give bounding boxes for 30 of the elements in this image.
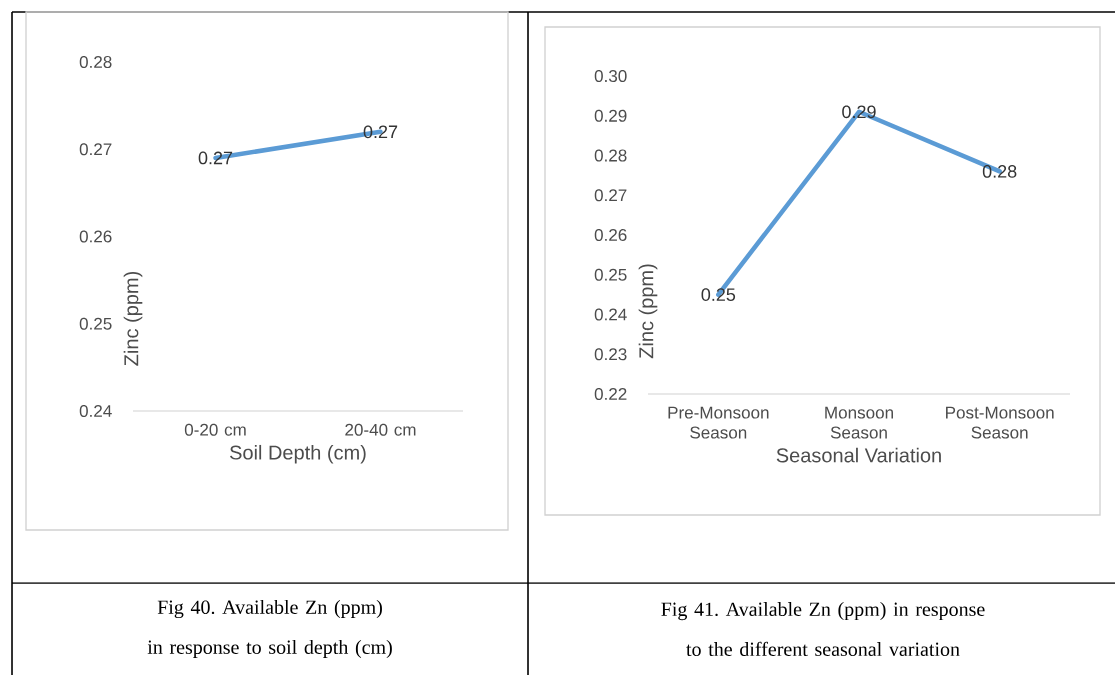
caption: Fig 41. Available Zn (ppm) in response to the different seasonal variation [661,601,985,657]
y-axis-title: Zinc (ppm) [638,264,658,359]
data-label: 0.28 [982,165,1017,178]
caption: Fig 40. Available Zn (ppm) in response to soil depth (cm) [147,599,392,659]
y-tick-label: 0.28 [79,55,112,69]
y-tick-label: 0.25 [594,268,627,281]
y-tick-label: 0.22 [594,387,627,401]
y-tick-label: 0.25 [79,317,112,330]
x-tick-label: Pre-Monsoon Season [668,406,769,439]
x-tick-label: Monsoon Season [825,406,893,439]
y-tick-label: 0.29 [594,109,627,122]
y-axis-title: Zinc (ppm) [123,271,143,366]
data-label: 0.27 [363,125,398,139]
y-tick-label: 0.26 [79,230,112,243]
y-tick-label: 0.27 [79,143,112,156]
y-tick-label: 0.24 [594,308,627,321]
data-label: 0.27 [198,151,233,165]
x-tick-label: 0-20 cm [184,423,246,436]
y-tick-label: 0.23 [594,348,627,361]
y-tick-label: 0.26 [594,228,627,242]
y-tick-label: 0.28 [594,149,627,162]
y-tick-label: 0.30 [594,69,627,83]
x-axis-title: Seasonal Variation [776,447,941,463]
x-tick-label: Post-Monsoon Season [946,406,1054,439]
y-tick-label: 0.24 [79,404,112,418]
data-label: 0.29 [842,105,876,119]
x-tick-label: 20-40 cm [345,423,416,436]
x-axis-title: Soil Depth (cm) [230,444,366,464]
data-label: 0.25 [701,288,736,301]
y-tick-label: 0.27 [594,189,627,202]
